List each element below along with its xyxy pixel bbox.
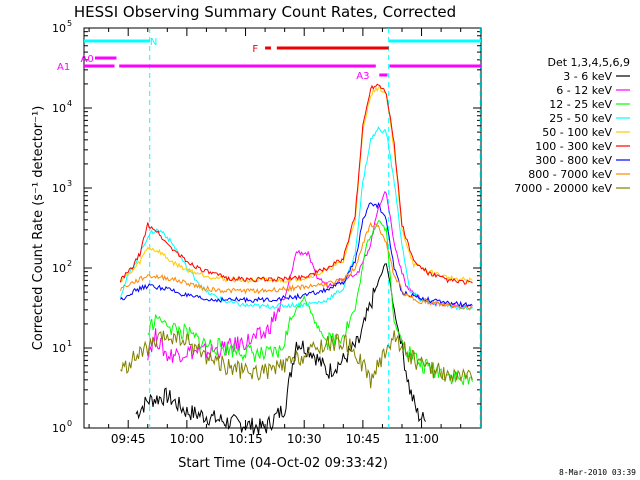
x-axis-label: Start Time (04-Oct-02 09:33:42) [178, 456, 388, 471]
legend-label: 100 - 300 keV [535, 140, 612, 153]
footer-date: 8-Mar-2010 03:39 [559, 468, 636, 477]
series-line [135, 263, 426, 435]
series-line [119, 221, 473, 310]
y-tick-label: 10 [52, 22, 66, 35]
y-tick-exponent: 3 [67, 179, 72, 188]
y-axis-label: Corrected Count Rate (s⁻¹ detector⁻¹) [31, 106, 46, 351]
x-tick-labels: 09:45 10:00 10:15 10:30 10:45 11:00 [111, 432, 439, 446]
legend-label: 7000 - 20000 keV [514, 182, 612, 195]
series-line [120, 202, 473, 308]
status-bar-label: A1 [57, 62, 70, 73]
status-bar-label: A3 [356, 71, 369, 82]
series-line [120, 330, 473, 389]
series-line [119, 83, 473, 285]
legend-label: 3 - 6 keV [563, 70, 612, 83]
status-bar-label: F [252, 44, 258, 55]
legend-label: 50 - 100 keV [542, 126, 612, 139]
series-line [120, 85, 473, 284]
x-tick-label: 10:30 [287, 432, 322, 446]
legend-label: 800 - 7000 keV [528, 168, 612, 181]
legend-title: Det 1,3,4,5,6,9 [547, 56, 630, 69]
y-tick-exponent: 2 [67, 259, 72, 268]
y-tick-exponent: 0 [67, 419, 72, 428]
legend-label: 6 - 12 keV [556, 84, 612, 97]
x-tick-label: 10:15 [228, 432, 263, 446]
y-tick-label: 10 [52, 102, 66, 115]
y-tick-exponent: 1 [67, 339, 72, 348]
legend-label: 12 - 25 keV [549, 98, 612, 111]
legend-label: 25 - 50 keV [549, 112, 612, 125]
chart-title: HESSI Observing Summary Count Rates, Cor… [74, 3, 456, 21]
status-bar-label: N [150, 37, 157, 48]
y-tick-exponent: 4 [67, 99, 72, 108]
x-tick-label: 09:45 [111, 432, 146, 446]
y-tick-label: 10 [52, 262, 66, 275]
status-bar-label: A0 [81, 54, 94, 65]
status-bars: N F A0 A1 A3 [57, 37, 481, 82]
x-tick-label: 11:00 [404, 432, 439, 446]
series-line [119, 126, 473, 311]
series-line [147, 190, 473, 363]
y-tick-label: 10 [52, 182, 66, 195]
series-line [147, 220, 473, 386]
plot-area [83, 27, 482, 429]
y-tick-label: 10 [52, 342, 66, 355]
x-tick-label: 10:00 [170, 432, 205, 446]
legend-label: 300 - 800 keV [535, 154, 612, 167]
x-tick-label: 10:45 [346, 432, 381, 446]
y-tick-label: 10 [52, 422, 66, 435]
series-lines [119, 83, 473, 435]
y-tick-exponent: 5 [67, 19, 72, 28]
